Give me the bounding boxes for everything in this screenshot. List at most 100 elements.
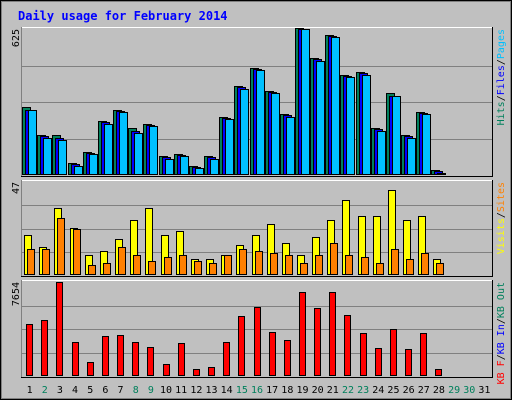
bar-pages [28,110,37,175]
bar-sites [133,255,141,275]
legend-kbf-kbin-kbout: KB F/KB In/KB Out [496,282,507,384]
legend-separator: / [496,212,507,218]
bar-kb-f [178,343,185,376]
bar-pages [256,70,265,175]
bar-kb-f [299,292,306,376]
bar-kb-f [405,349,412,376]
bar-pages [119,112,128,175]
x-tick-label: 9 [148,385,154,396]
bar-sites [88,265,96,275]
bar-sites [118,247,126,275]
bar-sites [361,257,369,275]
chart-title: Daily usage for February 2014 [18,9,228,23]
bar-pages [331,37,340,175]
bar-kb-f [193,369,200,376]
bar-kb-f [375,348,382,376]
bar-pages [286,117,295,175]
bar-pages [74,166,83,175]
bar-pages [407,138,416,175]
x-tick-label: 5 [87,385,93,396]
bar-pages [134,133,143,175]
bar-kb-f [360,333,367,376]
x-tick-label: 21 [327,385,339,396]
x-tick-label: 4 [72,385,78,396]
bar-sites [300,263,308,275]
x-tick-label: 7 [118,385,124,396]
bar-sites [224,255,232,275]
legend-entry: KB Out [496,282,507,318]
bar-sites [391,249,399,275]
x-tick-label: 28 [433,385,445,396]
y-max-label: 625 [11,29,22,47]
bar-sites [406,259,414,275]
bar-kb-f [72,342,79,376]
bar-kb-f [238,316,245,376]
panel-visits-sites: 47 Visits/Sites [11,180,507,277]
legend-entry: KB F [496,360,507,384]
x-tick-label: 29 [448,385,460,396]
bar-sites [209,263,217,275]
bar-pages [58,140,67,175]
x-tick-label: 27 [418,385,430,396]
legend-entry: KB In [496,324,507,354]
bar-kb-f [208,367,215,376]
bar-pages [225,119,234,175]
bar-kb-f [102,336,109,376]
bar-pages [346,77,355,175]
bar-pages [377,131,386,175]
x-axis-labels: 1 2 3 4 5 6 7 8 9 10 11 12 13 14 15 16 17 18 19 20 21 22 23 24 2… [27,385,491,396]
bar-sites [436,263,444,275]
bar-pages [195,168,204,175]
legend-entry: Hits [496,101,507,125]
x-tick-label: 24 [372,385,384,396]
x-tick-label: 31 [478,385,490,396]
bar-kb-f [254,307,261,376]
bar-kb-f [223,342,230,376]
bar-sites [103,263,111,275]
legend-entry: Visits [496,218,507,254]
bar-pages [165,159,174,175]
bar-pages [392,96,401,175]
bar-kb-f [26,324,33,376]
legend-pages-files-hits: Hits/Files/Pages [496,29,507,125]
bar-pages [362,75,371,175]
legend-separator: / [496,318,507,324]
bar-pages [316,61,325,175]
bar-sites [164,257,172,275]
x-tick-label: 20 [312,385,324,396]
bar-kb-f [329,292,336,376]
bar-sites [179,255,187,275]
legend-separator: / [496,59,507,65]
bar-kb-f [132,342,139,376]
bar-kb-f [87,362,94,376]
bar-sites [270,253,278,275]
chart-panels: 625Hits/Files/Pages47Visits/Sites7654KB … [11,27,507,384]
bar-kb-f [420,333,427,376]
bar-kb-f [269,332,276,376]
bar-sites [148,261,156,275]
bar-kb-f [147,347,154,376]
x-tick-label: 13 [205,385,217,396]
bar-pages [210,159,219,175]
legend-entry: Sites [496,182,507,212]
x-tick-label: 16 [251,385,263,396]
x-tick-label: 23 [357,385,369,396]
bar-sites [57,218,65,275]
bar-kb-f [314,308,321,376]
x-tick-label: 3 [57,385,63,396]
x-tick-label: 18 [281,385,293,396]
bar-pages [104,124,113,175]
bar-pages [437,173,446,175]
bar-kb-f [163,364,170,376]
x-tick-label: 11 [175,385,187,396]
bar-pages [301,29,310,175]
bar-sites [239,249,247,275]
bar-sites [315,255,323,275]
bar-sites [255,251,263,275]
bar-kb-f [344,315,351,376]
bar-sites [330,243,338,275]
bar-kb-f [117,335,124,376]
bar-sites [285,255,293,275]
